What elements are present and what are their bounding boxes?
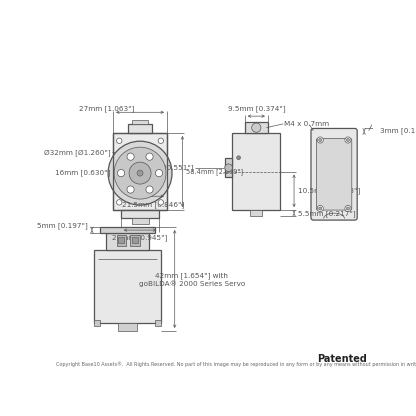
Bar: [131, 218, 149, 224]
Circle shape: [347, 207, 349, 210]
Circle shape: [347, 139, 349, 141]
Text: M4 x 0.7mm: M4 x 0.7mm: [284, 121, 329, 127]
Bar: [245, 122, 268, 133]
Text: 10.5mm [0.413"]: 10.5mm [0.413"]: [298, 188, 360, 194]
Circle shape: [116, 200, 122, 205]
Bar: [132, 120, 148, 124]
FancyBboxPatch shape: [317, 139, 352, 210]
Circle shape: [137, 170, 143, 176]
Circle shape: [158, 200, 163, 205]
Text: 24mm [0.945"]: 24mm [0.945"]: [112, 234, 168, 241]
Text: goBILDA® 2000 Series Servo: goBILDA® 2000 Series Servo: [139, 280, 245, 287]
Bar: [155, 320, 161, 326]
Text: 5mm [0.197"]: 5mm [0.197"]: [37, 222, 88, 229]
Circle shape: [146, 153, 153, 160]
Circle shape: [127, 153, 134, 160]
Circle shape: [345, 137, 351, 143]
Bar: [99, 227, 155, 233]
Bar: [131, 235, 140, 246]
Bar: [94, 320, 100, 326]
Bar: [113, 133, 167, 210]
Circle shape: [114, 147, 166, 199]
Circle shape: [317, 206, 323, 212]
FancyBboxPatch shape: [311, 129, 357, 220]
Bar: [225, 158, 233, 177]
Bar: [233, 133, 280, 210]
Text: 5.5mm [0.217"]: 5.5mm [0.217"]: [298, 210, 356, 217]
Circle shape: [127, 186, 134, 193]
Circle shape: [156, 170, 163, 177]
Circle shape: [117, 170, 125, 177]
Text: 21.5mm [0.846"]: 21.5mm [0.846"]: [122, 201, 185, 208]
Text: 3mm [0.118"]: 3mm [0.118"]: [380, 127, 416, 134]
Bar: [118, 237, 124, 243]
Bar: [250, 210, 262, 216]
Circle shape: [319, 207, 322, 210]
Circle shape: [146, 186, 153, 193]
Text: Copyright Base10 Assets®.  All Rights Reserved. No part of this image may be rep: Copyright Base10 Assets®. All Rights Res…: [56, 362, 416, 367]
Text: 58.4mm [2.299"]: 58.4mm [2.299"]: [186, 168, 243, 175]
Circle shape: [252, 123, 261, 132]
Bar: [106, 233, 149, 250]
Bar: [113, 133, 167, 210]
Bar: [128, 124, 152, 133]
Bar: [116, 235, 126, 246]
Circle shape: [116, 138, 122, 144]
Circle shape: [158, 138, 163, 144]
Circle shape: [237, 156, 240, 160]
Text: 9.5mm [0.374"]: 9.5mm [0.374"]: [228, 106, 285, 112]
Circle shape: [317, 137, 323, 143]
Text: Patented: Patented: [317, 354, 367, 364]
Text: Ø32mm [Ø1.260"]: Ø32mm [Ø1.260"]: [44, 149, 111, 156]
Bar: [113, 133, 167, 210]
Bar: [118, 323, 136, 331]
Bar: [132, 237, 138, 243]
Circle shape: [225, 164, 233, 171]
Text: 42mm [1.654"] with: 42mm [1.654"] with: [155, 272, 228, 279]
Bar: [121, 210, 159, 218]
Text: 16mm [0.630"]: 16mm [0.630"]: [55, 170, 111, 176]
Text: 27mm [1.063"]: 27mm [1.063"]: [79, 105, 134, 112]
Circle shape: [319, 139, 322, 141]
Circle shape: [129, 162, 151, 184]
Bar: [94, 250, 161, 323]
Text: Ø14mm [Ø0.551"]: Ø14mm [Ø0.551"]: [127, 164, 194, 171]
Circle shape: [108, 141, 172, 205]
Circle shape: [345, 206, 351, 212]
